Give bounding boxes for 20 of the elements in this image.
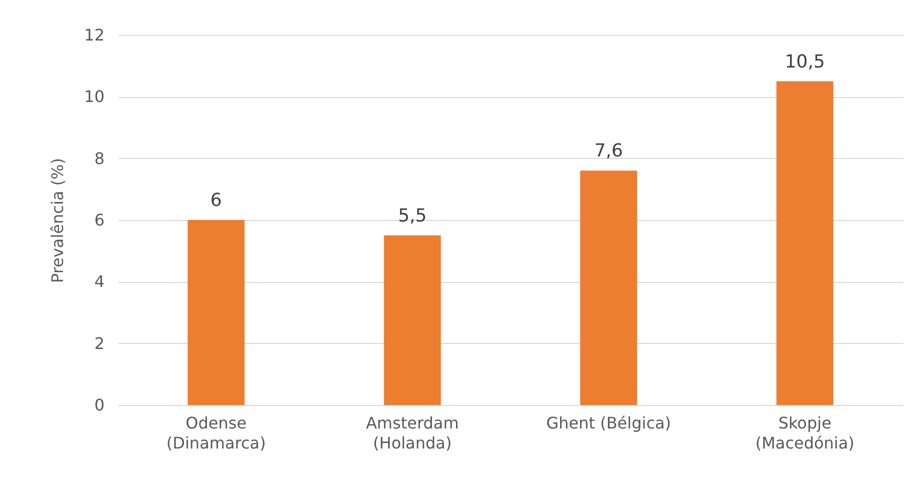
y-tick-label: 8 <box>94 148 104 168</box>
y-tick-label: 6 <box>94 210 104 230</box>
y-axis-title: Prevalência (%) <box>48 158 68 283</box>
x-tick-label: Ghent (Bélgica) <box>546 414 672 432</box>
y-tick-label: 4 <box>94 272 104 292</box>
y-tick-label: 0 <box>94 396 104 414</box>
data-label: 7,6 <box>594 140 623 162</box>
bar <box>580 170 638 405</box>
bar <box>384 235 441 405</box>
x-tick-label: Odense (Dinamarca) <box>166 414 266 452</box>
x-tick-label: Amsterdam (Holanda) <box>366 414 459 452</box>
bar <box>188 220 245 405</box>
y-tick-label: 10 <box>84 87 104 106</box>
data-label: 5,5 <box>398 205 427 226</box>
bar <box>776 81 834 405</box>
data-label: 6 <box>210 190 222 211</box>
data-label: 10,5 <box>784 51 825 72</box>
y-tick-label: 12 <box>84 26 104 44</box>
x-tick-label: Skopje (Macedónia) <box>755 414 854 452</box>
y-tick-label: 2 <box>94 334 104 353</box>
